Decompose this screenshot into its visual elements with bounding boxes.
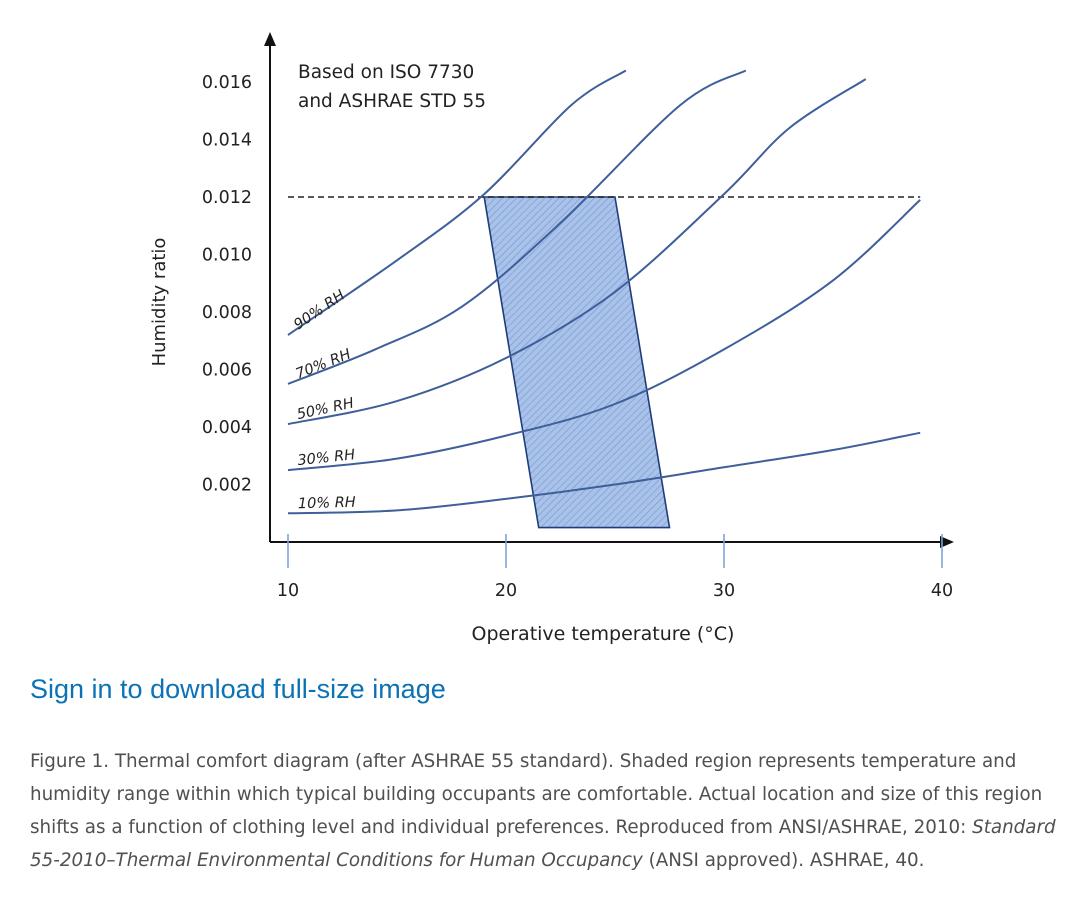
y-tick-label: 0.002: [202, 476, 252, 496]
annotation-line-1: Based on ISO 7730: [298, 62, 474, 83]
comfort-region-hatch: [483, 196, 671, 529]
thermal-comfort-chart: 90% RH 70% RH 50% RH 30% RH 10% RH 0.002 0.004…: [149, 32, 954, 645]
y-tick-label: 0.010: [202, 246, 252, 266]
rh-label-1: 90% RH: [291, 287, 348, 333]
x-tick-label: 10: [277, 581, 299, 601]
y-tick-label: 0.006: [202, 361, 252, 381]
y-tick-label: 0.004: [202, 418, 252, 438]
rh-curve-4: [287, 199, 921, 472]
x-axis-arrowhead: [940, 536, 954, 548]
y-tick-label: 0.014: [202, 131, 252, 151]
x-tick-label: 30: [713, 581, 735, 601]
figure-caption: Figure 1. Thermal comfort diagram (after…: [30, 745, 1060, 877]
rh-label-5: 10% RH: [298, 495, 356, 513]
rh-curve-2: [287, 69, 747, 385]
y-tick-label: 0.012: [202, 188, 252, 208]
x-axis-label: Operative temperature (°C): [472, 623, 735, 645]
y-tick-label: 0.008: [202, 303, 252, 323]
y-tick-label: 0.016: [202, 73, 252, 93]
rh-label-4: 30% RH: [297, 447, 356, 469]
x-tick-label: 20: [495, 581, 517, 601]
rh-curve-5: [287, 431, 921, 515]
caption-italic-title: Standard 55-2010–Thermal Environmental C…: [30, 817, 1056, 871]
download-full-size-link[interactable]: Sign in to download full-size image: [30, 674, 446, 704]
rh-label-3: 50% RH: [296, 395, 356, 423]
rh-curve-1: [287, 69, 627, 336]
y-axis-label: Humidity ratio: [149, 238, 170, 367]
y-axis-arrowhead: [264, 32, 276, 46]
caption-text: Figure 1. Thermal comfort diagram (after…: [30, 751, 1043, 838]
rh-label-2: 70% RH: [294, 346, 354, 382]
x-tick-label: 40: [931, 581, 953, 601]
rh-curve-3: [287, 78, 867, 426]
caption-suffix: (ANSI approved). ASHRAE, 40.: [642, 850, 925, 871]
annotation-line-2: and ASHRAE STD 55: [298, 91, 486, 112]
